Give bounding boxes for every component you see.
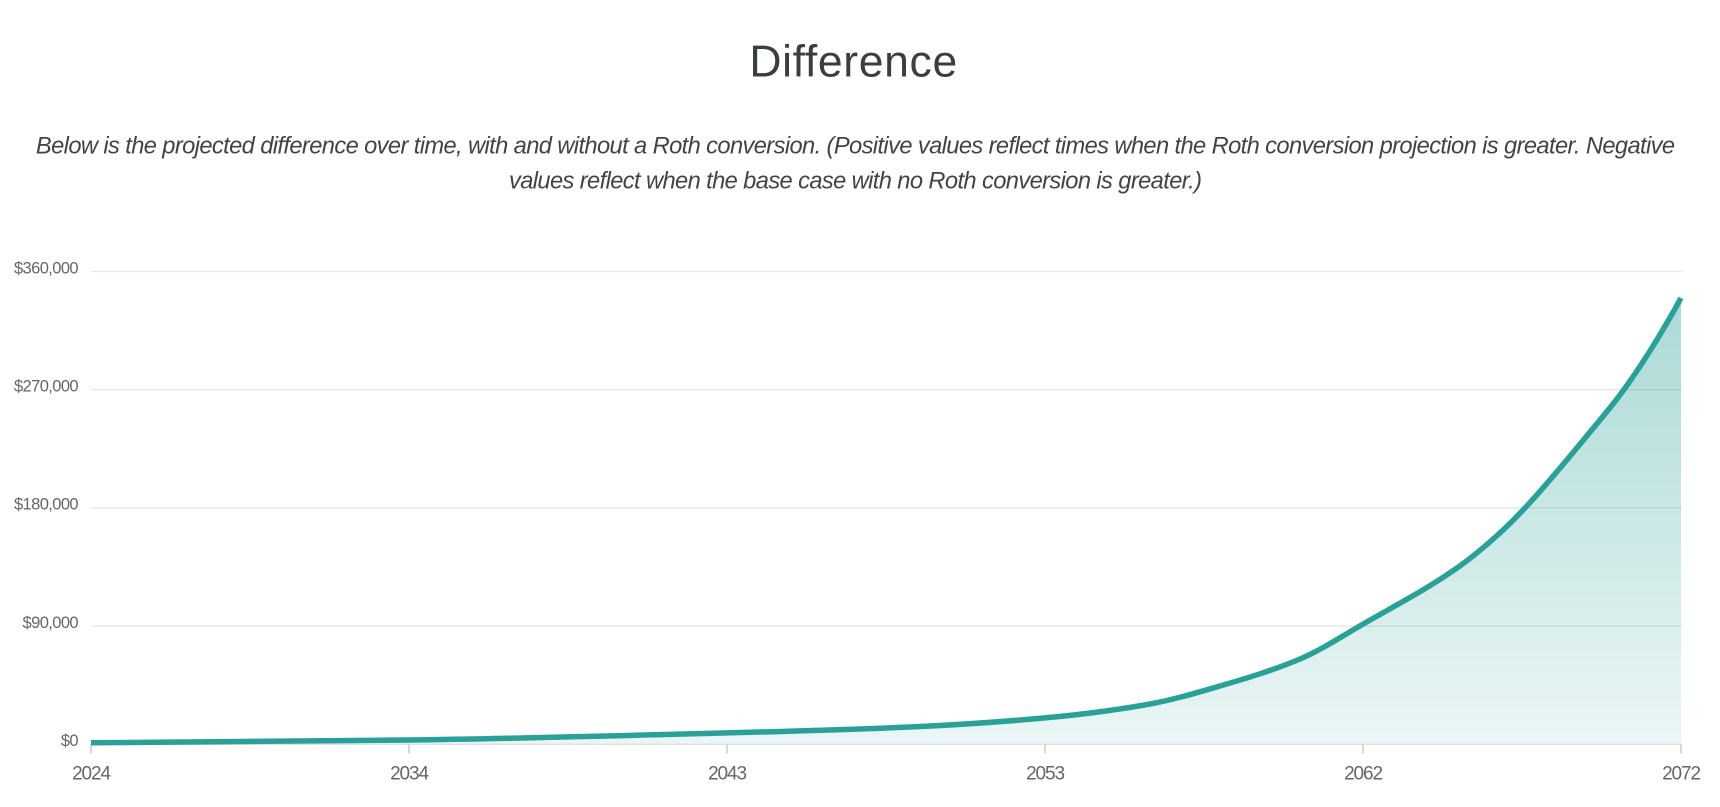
- svg-text:$0: $0: [61, 732, 79, 750]
- svg-text:2053: 2053: [1026, 764, 1064, 785]
- svg-text:2072: 2072: [1662, 764, 1700, 785]
- svg-text:$90,000: $90,000: [23, 614, 79, 632]
- svg-text:2062: 2062: [1344, 764, 1382, 785]
- svg-text:$180,000: $180,000: [14, 496, 78, 514]
- svg-text:2024: 2024: [72, 764, 111, 785]
- svg-text:values reflect when the base c: values reflect when the base case with n…: [509, 168, 1201, 194]
- svg-text:2043: 2043: [708, 764, 746, 785]
- svg-text:$270,000: $270,000: [14, 378, 78, 396]
- svg-text:Below is the projected differe: Below is the projected difference over t…: [36, 134, 1675, 160]
- svg-text:2034: 2034: [390, 764, 429, 785]
- svg-text:Difference: Difference: [749, 38, 958, 87]
- svg-text:$360,000: $360,000: [14, 259, 78, 277]
